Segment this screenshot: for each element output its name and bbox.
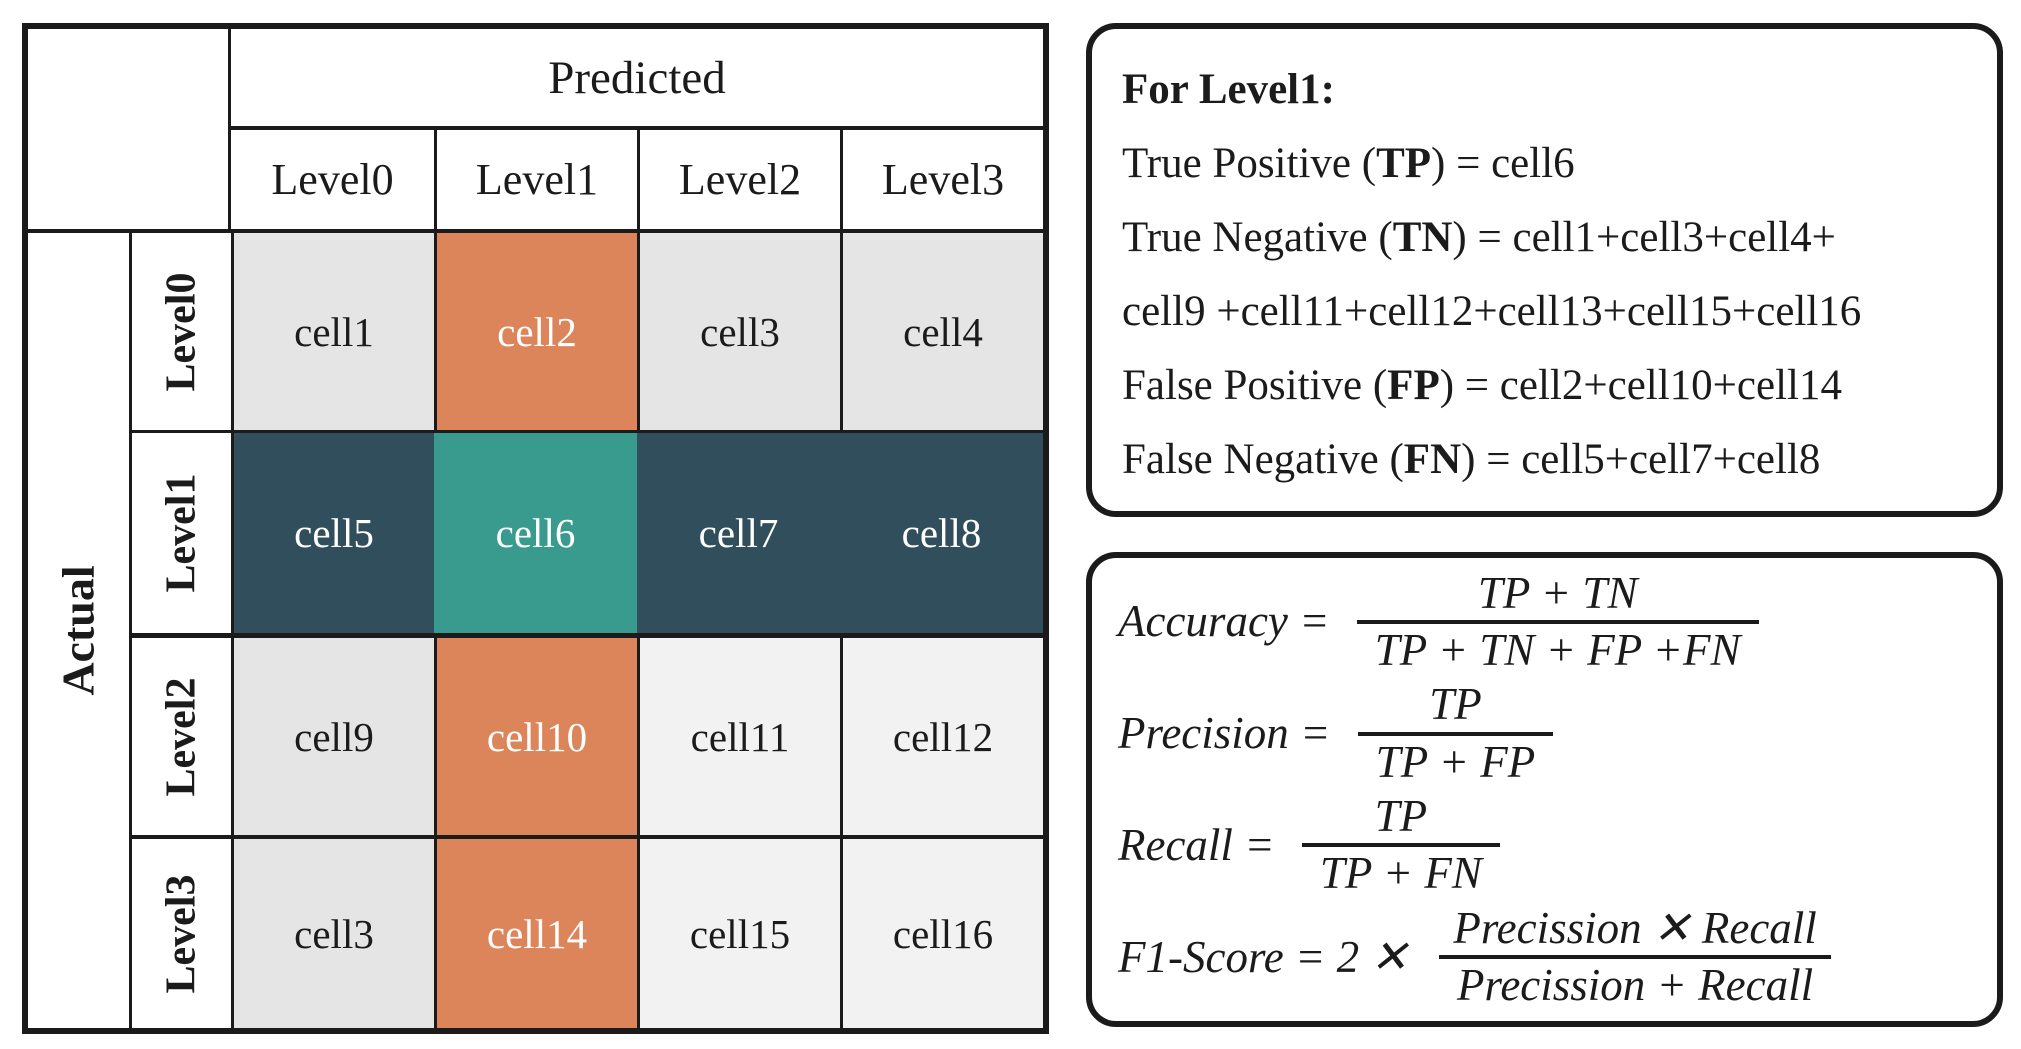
legend-line-pre: True Negative ( bbox=[1122, 214, 1393, 261]
actual-axis-label-text: Actual bbox=[53, 565, 105, 696]
col-header-level2: Level2 bbox=[637, 130, 840, 229]
recall-numerator: TP bbox=[1374, 791, 1428, 842]
legend-line-pre: False Negative ( bbox=[1122, 436, 1404, 483]
legend-line-pre: True Positive ( bbox=[1122, 140, 1377, 187]
matrix-cell-r1c3: cell8 bbox=[840, 430, 1043, 633]
precision-numerator: TP bbox=[1429, 679, 1482, 730]
f1-score-formula-lhs: F1-Score = 2 ✕ bbox=[1118, 931, 1420, 982]
legend-abbr-tn: TN bbox=[1392, 214, 1453, 261]
accuracy-fraction: TP + TN TP + TN + FP +FN bbox=[1356, 567, 1759, 675]
matrix-cell-r3c0: cell3 bbox=[231, 835, 434, 1028]
matrix-cell-r2c2: cell11 bbox=[637, 633, 840, 835]
precision-formula: Precision = TP TP + FP bbox=[1118, 681, 1987, 786]
col-header-level3: Level3 bbox=[840, 130, 1043, 229]
matrix-cell-r2c3: cell12 bbox=[840, 633, 1043, 835]
legend-abbr-tp: TP bbox=[1376, 140, 1432, 187]
predicted-axis-label: Predicted bbox=[231, 29, 1043, 130]
accuracy-numerator: TP + TN bbox=[1477, 567, 1638, 618]
accuracy-denominator: TP + TN + FP +FN bbox=[1356, 619, 1759, 674]
legend-line-post: ) = cell2+cell10+cell14 bbox=[1439, 362, 1842, 409]
accuracy-formula: Accuracy = TP + TN TP + TN + FP +FN bbox=[1118, 567, 1987, 675]
recall-formula: Recall = TP TP + FN bbox=[1118, 791, 1987, 898]
col-header-level1: Level1 bbox=[434, 130, 637, 229]
legend-line-pre: False Positive ( bbox=[1122, 362, 1388, 409]
matrix-cell-r3c1: cell14 bbox=[434, 835, 637, 1028]
legend-abbr-fp: FP bbox=[1387, 362, 1440, 409]
legend-line-post: ) = cell5+cell7+cell8 bbox=[1461, 436, 1821, 483]
legend-line-false-positive: False Positive (FP) = cell2+cell10+cell1… bbox=[1122, 349, 1967, 423]
row-header-level3-text: Level3 bbox=[158, 874, 205, 993]
precision-fraction: TP TP + FP bbox=[1357, 679, 1554, 786]
f1-score-numerator: Precission ✕ Recall bbox=[1453, 902, 1817, 953]
f1-score-formula: F1-Score = 2 ✕ Precission ✕ Recall Preci… bbox=[1118, 902, 1987, 1010]
f1-score-denominator: Precission + Recall bbox=[1439, 955, 1832, 1009]
legend-line-post: ) = cell6 bbox=[1431, 140, 1575, 187]
accuracy-formula-lhs: Accuracy = bbox=[1118, 596, 1341, 647]
actual-axis-label: Actual bbox=[28, 229, 129, 1028]
legend-line-true-positive: True Positive (TP) = cell6 bbox=[1122, 127, 1967, 201]
row-header-level1: Level1 bbox=[129, 430, 231, 633]
legend-line-post: ) = cell1+cell3+cell4+ bbox=[1452, 214, 1836, 261]
matrix-cell-r1c1-true-positive: cell6 bbox=[434, 430, 637, 633]
matrix-cell-r1c2: cell7 bbox=[637, 430, 840, 633]
row-header-level3: Level3 bbox=[129, 835, 231, 1028]
corner-blank-cell bbox=[28, 29, 231, 229]
precision-formula-lhs: Precision = bbox=[1118, 708, 1342, 758]
row-header-level2-text: Level2 bbox=[158, 677, 205, 796]
row-header-level0-text: Level0 bbox=[158, 272, 205, 391]
matrix-cell-r3c2: cell15 bbox=[637, 835, 840, 1028]
recall-formula-lhs: Recall = bbox=[1118, 819, 1286, 870]
matrix-cell-r2c1: cell10 bbox=[434, 633, 637, 835]
matrix-cell-r0c0: cell1 bbox=[231, 229, 434, 430]
legend-title: For Level1: bbox=[1122, 66, 1335, 113]
matrix-cell-r2c0: cell9 bbox=[231, 633, 434, 835]
level1-definitions-panel: For Level1: True Positive (TP) = cell6 T… bbox=[1086, 23, 2003, 517]
legend-line-post: cell9 +cell11+cell12+cell13+cell15+cell1… bbox=[1122, 288, 1862, 335]
row-header-level2: Level2 bbox=[129, 633, 231, 835]
f1-score-fraction: Precission ✕ Recall Precission + Recall bbox=[1435, 902, 1834, 1010]
legend-line-true-negative-continued: cell9 +cell11+cell12+cell13+cell15+cell1… bbox=[1122, 275, 1967, 349]
confusion-matrix-table: Predicted Level0 Level1 Level2 Level3 Ac… bbox=[22, 23, 1049, 1034]
recall-fraction: TP TP + FN bbox=[1301, 791, 1500, 898]
legend-abbr-fn: FN bbox=[1403, 436, 1462, 483]
legend-line-true-negative: True Negative (TN) = cell1+cell3+cell4+ bbox=[1122, 201, 1967, 275]
matrix-cell-r0c2: cell3 bbox=[637, 229, 840, 430]
matrix-cell-r1c0: cell5 bbox=[231, 430, 434, 633]
recall-denominator: TP + FN bbox=[1301, 843, 1500, 897]
matrix-cell-r0c1: cell2 bbox=[434, 229, 637, 430]
col-header-level0: Level0 bbox=[271, 155, 394, 204]
metric-formulas-panel: Accuracy = TP + TN TP + TN + FP +FN Prec… bbox=[1086, 552, 2003, 1027]
matrix-cell-r0c3: cell4 bbox=[840, 229, 1043, 430]
row-header-level1-text: Level1 bbox=[158, 473, 205, 593]
precision-denominator: TP + FP bbox=[1357, 731, 1554, 786]
legend-line-false-negative: False Negative (FN) = cell5+cell7+cell8 bbox=[1122, 423, 1967, 497]
matrix-cell-r3c3: cell16 bbox=[840, 835, 1043, 1028]
row-header-level0: Level0 bbox=[129, 229, 231, 430]
